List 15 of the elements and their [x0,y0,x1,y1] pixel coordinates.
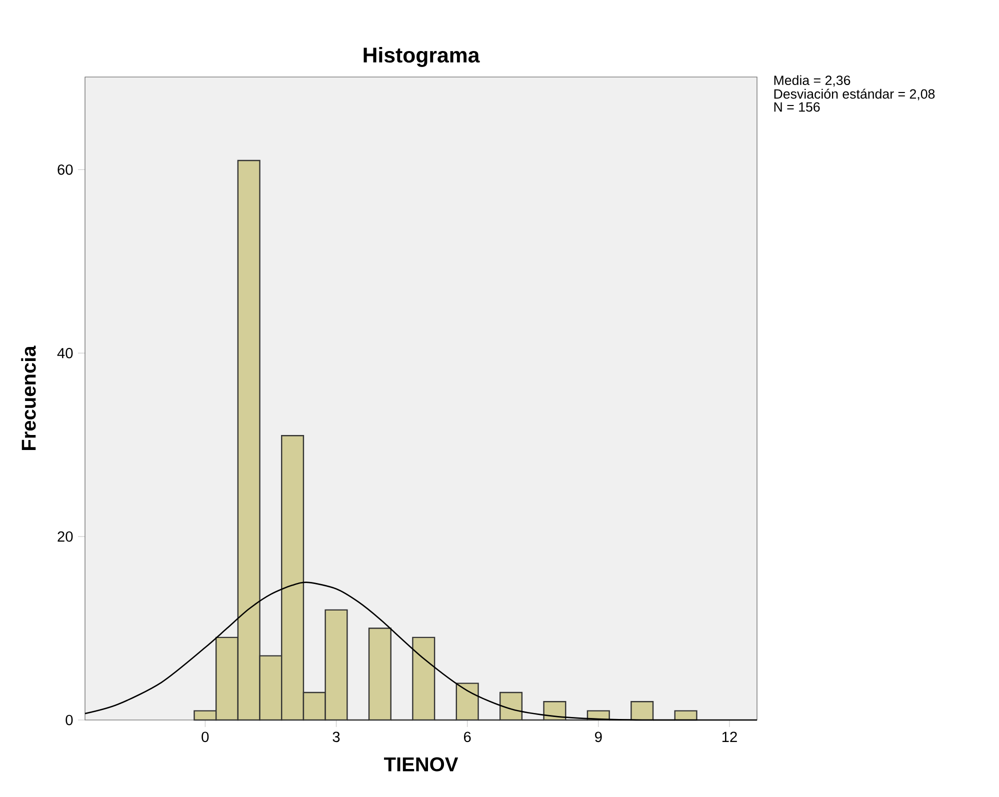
x-tick-label: 3 [332,732,340,742]
x-tick-label: 6 [464,732,471,742]
y-axis-title: Frecuencia [21,346,36,450]
x-tick-label: 0 [202,732,209,742]
text: Desviación estándar = 2,08 [774,88,935,100]
x-axis-title: TIENOV [384,757,458,772]
x-tick-label: 12 [722,732,737,742]
chart-title: Histograma [364,46,480,67]
y-tick-label: 20 [58,531,73,542]
text: Media = 2,36 [774,75,850,87]
x-tick-label: 9 [595,732,602,742]
y-tick-label: 40 [57,348,73,358]
text: N = 156 [774,102,820,112]
y-tick-label: 60 [58,164,73,175]
y-tick-label: 0 [66,714,73,726]
